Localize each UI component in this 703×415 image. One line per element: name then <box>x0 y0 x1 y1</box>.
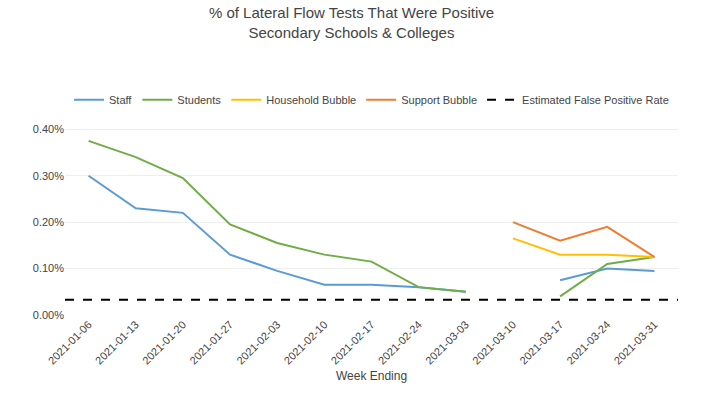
svg-text:2021-03-24: 2021-03-24 <box>564 318 612 366</box>
svg-text:2021-03-31: 2021-03-31 <box>611 318 659 366</box>
svg-text:Support Bubble: Support Bubble <box>401 94 477 106</box>
svg-text:0.40%: 0.40% <box>33 123 64 135</box>
svg-text:2021-03-10: 2021-03-10 <box>470 318 518 366</box>
svg-text:2021-02-10: 2021-02-10 <box>281 318 329 366</box>
svg-text:0.20%: 0.20% <box>33 216 64 228</box>
svg-text:2021-03-03: 2021-03-03 <box>423 318 471 366</box>
svg-text:0.30%: 0.30% <box>33 170 64 182</box>
svg-text:Household Bubble: Household Bubble <box>266 94 356 106</box>
svg-text:Week Ending: Week Ending <box>336 369 407 383</box>
svg-text:Staff: Staff <box>109 94 132 106</box>
svg-text:2021-02-17: 2021-02-17 <box>329 318 377 366</box>
svg-text:2021-02-24: 2021-02-24 <box>376 318 424 366</box>
svg-text:Students: Students <box>177 94 221 106</box>
svg-text:2021-02-03: 2021-02-03 <box>234 318 282 366</box>
svg-text:0.10%: 0.10% <box>33 262 64 274</box>
svg-text:2021-01-27: 2021-01-27 <box>187 318 235 366</box>
svg-text:2021-01-06: 2021-01-06 <box>46 318 94 366</box>
svg-text:2021-01-20: 2021-01-20 <box>140 318 188 366</box>
svg-text:2021-01-13: 2021-01-13 <box>93 318 141 366</box>
svg-text:Estimated False Positive Rate: Estimated False Positive Rate <box>522 94 669 106</box>
svg-text:2021-03-17: 2021-03-17 <box>517 318 565 366</box>
svg-text:0.00%: 0.00% <box>33 309 64 321</box>
svg-text:% of Lateral Flow Tests That W: % of Lateral Flow Tests That Were Positi… <box>209 4 494 41</box>
